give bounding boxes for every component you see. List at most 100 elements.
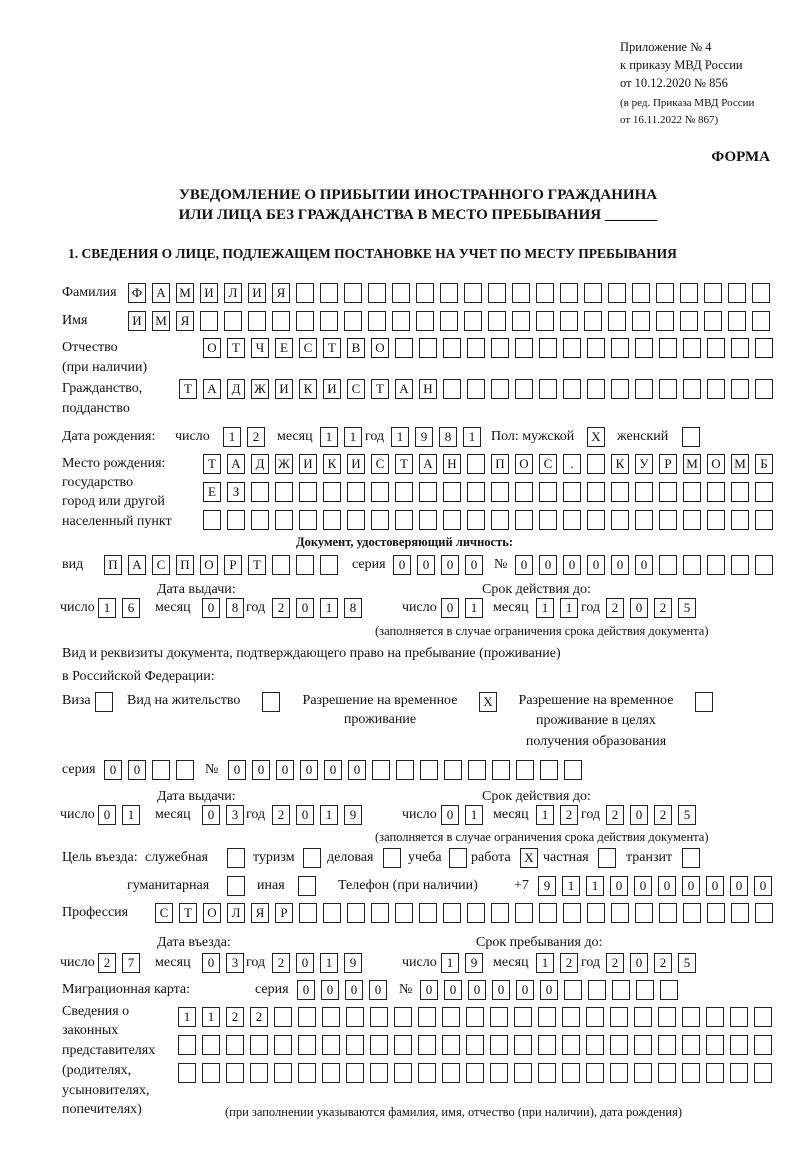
checkbox[interactable] xyxy=(95,692,113,712)
char-box[interactable] xyxy=(344,283,362,303)
char-box[interactable]: 2 xyxy=(606,953,624,973)
char-box[interactable]: 2 xyxy=(606,598,624,618)
char-box[interactable] xyxy=(200,311,218,331)
char-box[interactable]: 2 xyxy=(226,1007,244,1027)
char-box[interactable] xyxy=(755,510,773,530)
char-box[interactable] xyxy=(540,760,558,780)
char-box[interactable] xyxy=(731,555,749,575)
char-box[interactable]: 0 xyxy=(540,980,558,1000)
char-box[interactable]: 1 xyxy=(320,953,338,973)
checkbox[interactable] xyxy=(298,876,316,896)
char-box[interactable]: 1 xyxy=(536,805,554,825)
char-box[interactable] xyxy=(248,311,266,331)
char-box[interactable] xyxy=(636,980,654,1000)
char-box[interactable] xyxy=(467,482,485,502)
char-box[interactable] xyxy=(512,283,530,303)
char-box[interactable] xyxy=(683,379,701,399)
char-box[interactable] xyxy=(564,760,582,780)
char-box[interactable]: 5 xyxy=(678,953,696,973)
char-box[interactable]: Я xyxy=(176,311,194,331)
checkbox[interactable] xyxy=(227,848,245,868)
char-box[interactable] xyxy=(370,1063,388,1083)
char-box[interactable] xyxy=(755,338,773,358)
char-box[interactable] xyxy=(560,311,578,331)
char-box[interactable] xyxy=(178,1063,196,1083)
char-box[interactable] xyxy=(707,379,725,399)
char-box[interactable] xyxy=(298,1035,316,1055)
char-box[interactable] xyxy=(226,1063,244,1083)
char-box[interactable] xyxy=(612,980,630,1000)
char-box[interactable] xyxy=(298,1007,316,1027)
char-box[interactable] xyxy=(466,1007,484,1027)
char-box[interactable] xyxy=(754,1035,772,1055)
char-box[interactable]: И xyxy=(275,379,293,399)
char-box[interactable] xyxy=(176,760,194,780)
char-box[interactable]: О xyxy=(203,338,221,358)
char-box[interactable] xyxy=(320,283,338,303)
char-box[interactable]: Н xyxy=(419,379,437,399)
char-box[interactable]: Т xyxy=(179,903,197,923)
char-box[interactable] xyxy=(704,283,722,303)
char-box[interactable]: 2 xyxy=(606,805,624,825)
char-box[interactable] xyxy=(299,510,317,530)
char-box[interactable] xyxy=(346,1035,364,1055)
char-box[interactable] xyxy=(611,510,629,530)
char-box[interactable] xyxy=(635,903,653,923)
char-box[interactable] xyxy=(296,283,314,303)
char-box[interactable] xyxy=(490,1035,508,1055)
char-box[interactable]: 6 xyxy=(122,598,140,618)
char-box[interactable] xyxy=(467,379,485,399)
char-box[interactable]: Я xyxy=(272,283,290,303)
char-box[interactable]: 2 xyxy=(250,1007,268,1027)
char-box[interactable] xyxy=(347,903,365,923)
char-box[interactable] xyxy=(587,379,605,399)
char-box[interactable]: П xyxy=(104,555,122,575)
char-box[interactable] xyxy=(588,980,606,1000)
char-box[interactable]: Ж xyxy=(251,379,269,399)
char-box[interactable] xyxy=(467,454,485,474)
char-box[interactable]: М xyxy=(152,311,170,331)
char-box[interactable] xyxy=(704,311,722,331)
char-box[interactable]: 0 xyxy=(682,876,700,896)
char-box[interactable]: О xyxy=(515,454,533,474)
char-box[interactable]: О xyxy=(707,454,725,474)
char-box[interactable]: 1 xyxy=(391,427,409,447)
char-box[interactable]: А xyxy=(128,555,146,575)
char-box[interactable] xyxy=(491,510,509,530)
char-box[interactable]: 0 xyxy=(587,555,605,575)
char-box[interactable] xyxy=(611,379,629,399)
char-box[interactable] xyxy=(707,903,725,923)
char-box[interactable] xyxy=(464,283,482,303)
char-box[interactable] xyxy=(202,1035,220,1055)
char-box[interactable] xyxy=(371,510,389,530)
char-box[interactable] xyxy=(680,283,698,303)
char-box[interactable] xyxy=(396,760,414,780)
char-box[interactable]: 3 xyxy=(226,953,244,973)
char-box[interactable]: . xyxy=(563,454,581,474)
char-box[interactable] xyxy=(539,379,557,399)
char-box[interactable] xyxy=(515,510,533,530)
char-box[interactable] xyxy=(610,1007,628,1027)
char-box[interactable]: Т xyxy=(248,555,266,575)
char-box[interactable] xyxy=(707,482,725,502)
char-box[interactable] xyxy=(563,510,581,530)
char-box[interactable] xyxy=(608,311,626,331)
char-box[interactable] xyxy=(392,283,410,303)
char-box[interactable]: Л xyxy=(227,903,245,923)
char-box[interactable] xyxy=(658,1063,676,1083)
char-box[interactable]: Ч xyxy=(251,338,269,358)
char-box[interactable]: Н xyxy=(443,454,461,474)
char-box[interactable] xyxy=(320,311,338,331)
char-box[interactable] xyxy=(395,338,413,358)
char-box[interactable] xyxy=(296,555,314,575)
char-box[interactable] xyxy=(299,482,317,502)
char-box[interactable]: 0 xyxy=(635,555,653,575)
char-box[interactable]: 0 xyxy=(202,805,220,825)
char-box[interactable] xyxy=(706,1007,724,1027)
char-box[interactable]: 1 xyxy=(320,427,338,447)
char-box[interactable]: А xyxy=(152,283,170,303)
char-box[interactable] xyxy=(682,1007,700,1027)
char-box[interactable] xyxy=(730,1035,748,1055)
char-box[interactable] xyxy=(659,555,677,575)
char-box[interactable]: 0 xyxy=(296,598,314,618)
